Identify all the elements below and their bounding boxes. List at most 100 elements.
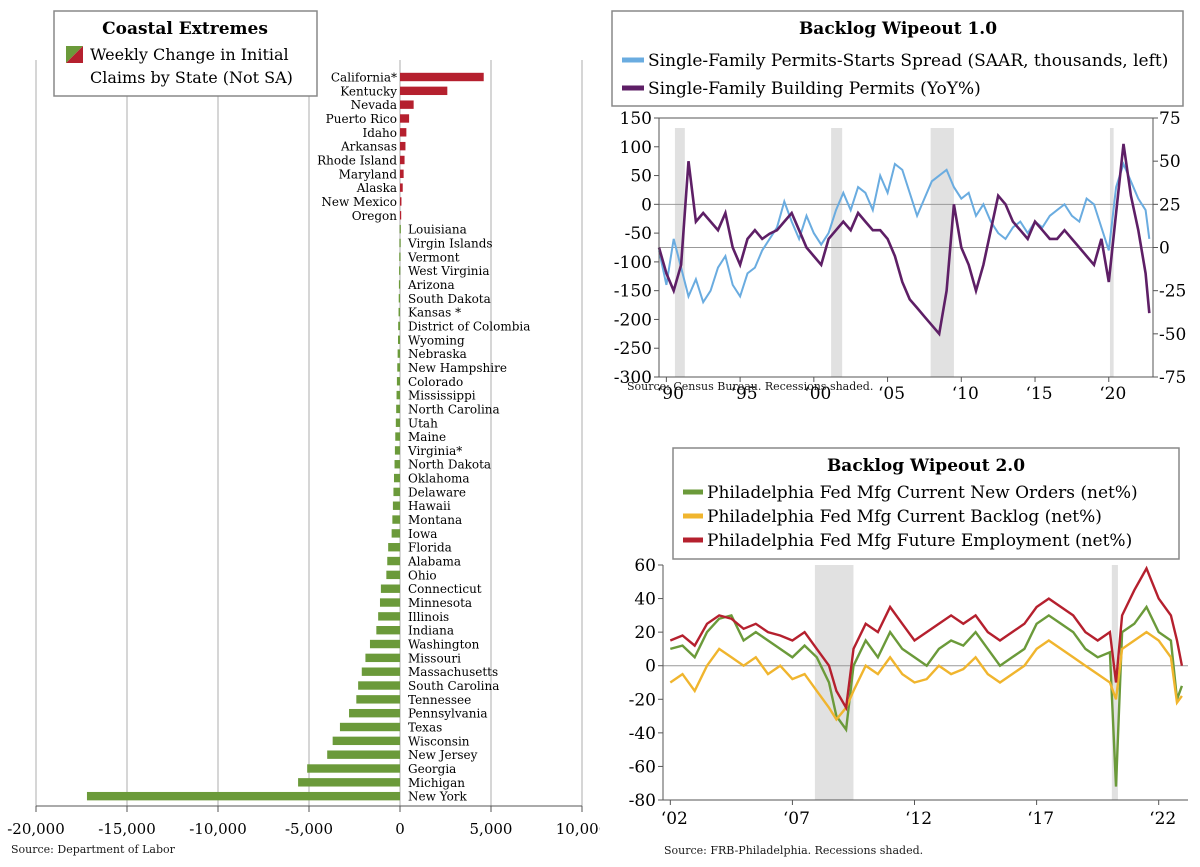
x-tick-label: ‘22 xyxy=(1149,809,1176,829)
x-tick-label: -5,000 xyxy=(285,820,333,838)
y-left-tick-label: -100 xyxy=(614,253,652,273)
bar-mississippi xyxy=(396,390,400,400)
x-tick-label: ‘05 xyxy=(878,384,905,404)
bar-louisiana xyxy=(399,224,401,234)
legend-swatch-red xyxy=(66,46,83,63)
state-label: Wyoming xyxy=(408,333,465,347)
state-label: Mississippi xyxy=(408,389,476,403)
claims-source: Source: Department of Labor xyxy=(11,843,175,856)
bar-wisconsin xyxy=(332,736,400,746)
state-label: Connecticut xyxy=(408,582,482,596)
state-label: Utah xyxy=(408,416,438,430)
state-label: Arizona xyxy=(407,278,455,292)
bar-new-mexico xyxy=(400,197,402,206)
bar-illinois xyxy=(378,612,400,621)
y-right-tick-label: 50 xyxy=(1159,152,1181,172)
bar-alaska xyxy=(400,183,403,192)
state-label: Ohio xyxy=(408,568,437,582)
bar-iowa xyxy=(391,529,400,538)
bar-montana xyxy=(392,515,400,524)
state-label: Nevada xyxy=(351,98,397,112)
bar-arizona xyxy=(398,280,401,289)
state-label: Michigan xyxy=(408,776,465,790)
y-tick-label: -60 xyxy=(629,757,656,777)
series-backlog xyxy=(669,630,1183,722)
bar-california xyxy=(400,72,484,82)
bar-new-jersey xyxy=(327,750,400,759)
legend-label-backlog: Philadelphia Fed Mfg Current Backlog (ne… xyxy=(707,507,1102,527)
bar-idaho xyxy=(400,128,407,137)
bar-north-dakota xyxy=(394,460,400,469)
x-tick-label: ‘07 xyxy=(783,809,810,829)
legend-label-future-employment: Philadelphia Fed Mfg Future Employment (… xyxy=(707,531,1132,551)
bar-colorado xyxy=(396,377,400,386)
bar-kentucky xyxy=(400,86,448,96)
state-label: Delaware xyxy=(408,485,466,499)
state-label: Pennsylvania xyxy=(408,707,488,721)
x-tick-label: ‘20 xyxy=(1099,384,1126,404)
bar-minnesota xyxy=(379,598,400,607)
state-label: Missouri xyxy=(408,651,461,665)
permits-left-y-ticks: -300 -250 -200 -150 -100 -50 0 50 100 150 xyxy=(614,109,659,388)
x-tick-label: -15,000 xyxy=(98,820,156,838)
y-left-tick-label: -150 xyxy=(614,282,652,302)
claims-gridlines xyxy=(35,60,583,806)
state-label: New Mexico xyxy=(321,195,397,209)
y-tick-label: 60 xyxy=(634,556,656,576)
state-label: Virgin Islands xyxy=(407,236,493,250)
bar-district-of-colombia xyxy=(398,321,400,331)
y-right-tick-label: -25 xyxy=(1159,282,1186,302)
bar-maryland xyxy=(400,169,404,179)
permits-source: Source: Census Bureau. Recessions shaded… xyxy=(627,380,874,393)
y-right-tick-label: 25 xyxy=(1159,195,1181,215)
state-label: Oregon xyxy=(352,209,398,223)
state-label: Georgia xyxy=(408,762,456,776)
bar-delaware xyxy=(393,487,400,497)
y-left-tick-label: -300 xyxy=(614,368,652,388)
bar-missouri xyxy=(365,653,400,663)
state-label: Nebraska xyxy=(408,347,467,361)
x-tick-label: ‘95 xyxy=(731,384,758,404)
series-future-employment xyxy=(669,565,1184,712)
y-left-tick-label: -200 xyxy=(614,310,652,330)
x-tick-label: ‘02 xyxy=(661,809,688,829)
x-tick-label: 10,000 xyxy=(556,820,600,838)
bar-massachusetts xyxy=(361,667,400,676)
y-tick-label: -40 xyxy=(629,724,656,744)
x-tick-label: ‘15 xyxy=(1026,384,1053,404)
y-tick-label: 40 xyxy=(634,590,656,610)
bar-indiana xyxy=(376,626,400,635)
permits-right-y-ticks: -75 -50 -25 0 25 50 75 xyxy=(1153,109,1186,388)
y-right-tick-label: -75 xyxy=(1159,368,1186,388)
legend-label-permits: Single-Family Building Permits (YoY%) xyxy=(648,79,981,99)
phillyfed-y-ticks: -80 -60 -40 -20 0 20 40 60 xyxy=(629,556,663,811)
x-tick-label: ‘10 xyxy=(952,384,979,404)
state-label: New Jersey xyxy=(408,748,478,762)
y-right-tick-label: 75 xyxy=(1159,109,1181,129)
state-label: South Dakota xyxy=(408,292,491,306)
state-label: Massachusetts xyxy=(408,665,498,679)
state-label: Arkansas xyxy=(340,140,397,154)
state-label: Rhode Island xyxy=(317,153,397,167)
state-label: Alaska xyxy=(356,181,397,195)
x-tick-label: 0 xyxy=(395,820,405,838)
state-label: Colorado xyxy=(408,375,463,389)
state-label: Oklahoma xyxy=(408,472,470,486)
state-label: Tennessee xyxy=(408,693,471,707)
bar-new-york xyxy=(86,791,401,801)
bar-connecticut xyxy=(380,584,400,593)
x-tick-label: ‘17 xyxy=(1027,809,1054,829)
bar-florida xyxy=(388,543,400,552)
bar-oklahoma xyxy=(393,473,400,483)
state-label: Florida xyxy=(408,541,452,555)
bar-oregon xyxy=(400,211,402,220)
series-building-permits-yoy xyxy=(657,143,1151,337)
y-left-tick-label: -250 xyxy=(614,339,652,359)
bar-nevada xyxy=(400,100,414,109)
state-label: New York xyxy=(408,790,468,804)
bar-vermont xyxy=(399,252,401,261)
bar-pennsylvania xyxy=(349,708,400,718)
claims-chart-title: Coastal Extremes xyxy=(102,19,268,39)
